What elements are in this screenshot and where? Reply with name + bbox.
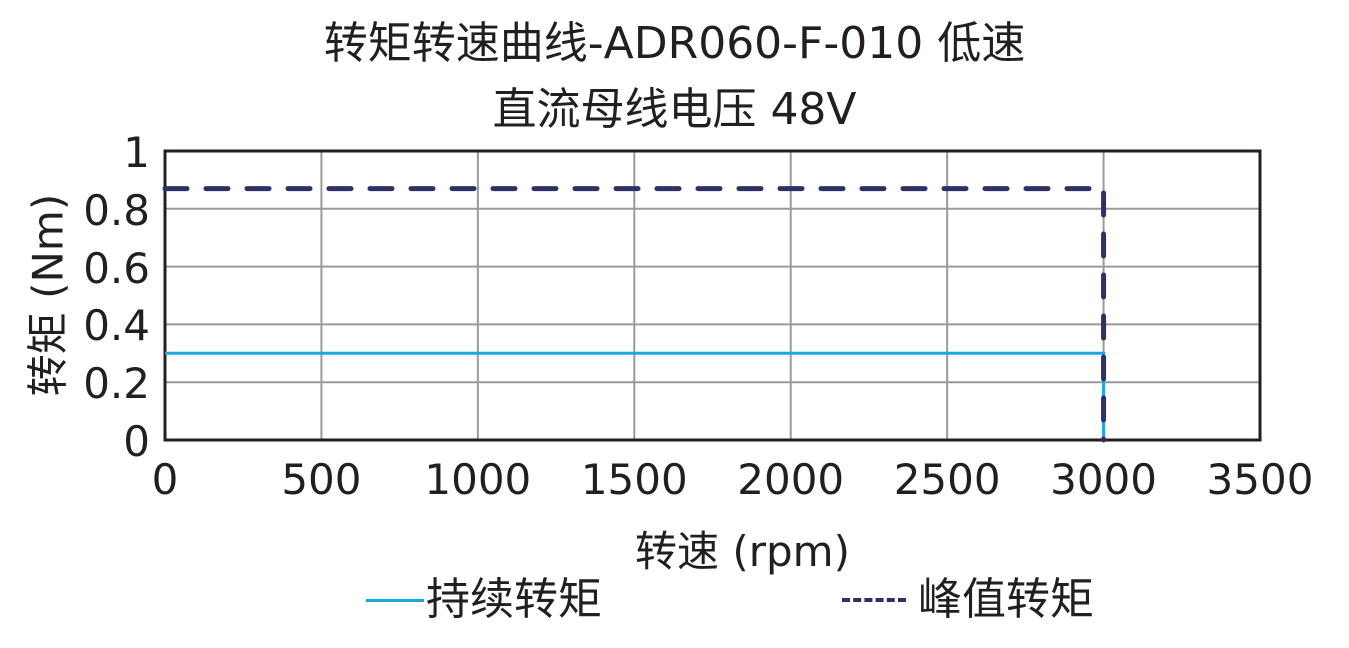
y-tick-label: 0.8	[83, 185, 150, 235]
x-tick-label: 0	[151, 455, 179, 504]
chart-title: 转矩转速曲线-ADR060-F-010 低速	[323, 18, 1026, 69]
y-axis-label: 转矩 (Nm)	[23, 193, 73, 397]
grid-lines	[164, 150, 1261, 441]
y-tick-label: 1	[123, 128, 150, 177]
x-tick-label: 1500	[580, 455, 688, 504]
y-tick-label: 0	[123, 417, 150, 466]
solid-line-swatch-icon	[366, 598, 424, 602]
x-tick-label: 2500	[893, 455, 1001, 504]
x-tick-label: 3500	[1206, 455, 1314, 504]
dashed-line-swatch-icon	[842, 598, 906, 602]
x-tick-label: 2000	[737, 455, 845, 504]
y-tick-label: 0.6	[83, 243, 150, 293]
plot-frame	[163, 149, 1262, 442]
x-tick-label: 500	[281, 455, 362, 504]
y-tick-label: 0.4	[83, 301, 150, 351]
legend-item-continuous: 持续转矩	[366, 575, 602, 625]
series-line	[162, 186, 1107, 443]
legend-label-peak: 峰值转矩	[918, 574, 1094, 625]
chart-subtitle: 直流母线电压 48V	[492, 84, 857, 135]
x-tick-label: 3000	[1050, 455, 1157, 504]
y-tick-label: 0.2	[83, 359, 150, 409]
x-tick-label: 1000	[424, 455, 532, 504]
legend-label-continuous: 持续转矩	[426, 574, 602, 625]
legend-item-peak: 峰值转矩	[842, 575, 1094, 625]
x-axis-label: 转速 (rpm)	[635, 527, 850, 576]
series-layer	[162, 186, 1107, 443]
